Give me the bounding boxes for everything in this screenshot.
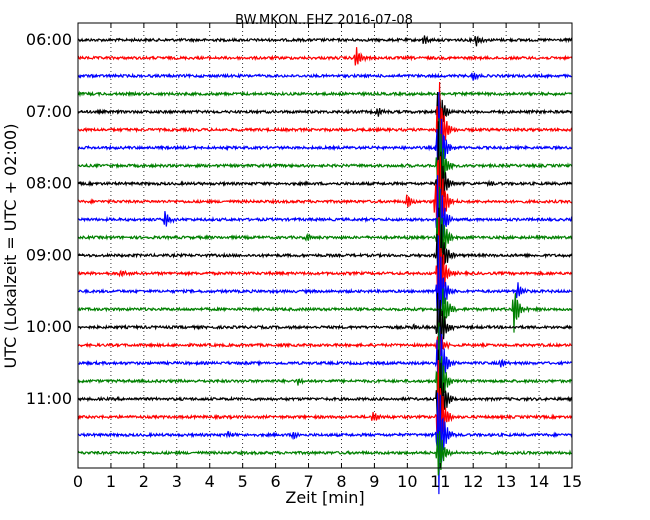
x-tick-label: 3 — [172, 472, 182, 491]
chart-title: BW.MKON..EHZ 2016-07-08 — [235, 13, 413, 28]
y-tick-label: 11:00 — [26, 389, 72, 408]
trace-line — [77, 288, 573, 333]
trace-line — [77, 156, 573, 258]
trace-line — [77, 35, 573, 47]
y-axis-label: UTC (Lokalzeit = UTC + 02:00) — [1, 124, 20, 369]
y-tick-label: 09:00 — [26, 245, 72, 264]
trace-line — [77, 72, 572, 81]
trace-line — [77, 322, 573, 426]
trace-line — [77, 121, 573, 233]
plot-frame — [77, 22, 573, 469]
x-tick-label: 1 — [106, 472, 116, 491]
trace-line — [77, 91, 573, 190]
x-tick-label: 8 — [336, 472, 346, 491]
x-tick-label: 15 — [562, 472, 582, 491]
x-tick-label: 14 — [529, 472, 549, 491]
x-tick-label: 12 — [463, 472, 483, 491]
x-tick-label: 6 — [271, 472, 281, 491]
trace-line — [77, 47, 573, 66]
y-tick-label: 08:00 — [26, 174, 72, 193]
y-axis: 06:00 07:00 08:00 09:00 10:00 11:00 — [26, 30, 572, 408]
trace-line — [77, 90, 573, 98]
trace-layer — [77, 35, 573, 495]
x-tick-label: 10 — [397, 472, 417, 491]
x-tick-label: 4 — [205, 472, 215, 491]
trace-line — [77, 392, 573, 495]
y-tick-label: 07:00 — [26, 102, 72, 121]
y-tick-label: 06:00 — [26, 30, 72, 49]
x-tick-label: 11 — [430, 472, 450, 491]
x-tick-label: 0 — [73, 472, 83, 491]
trace-line — [77, 431, 573, 476]
x-tick-label: 7 — [303, 472, 313, 491]
trace-line — [77, 118, 573, 208]
grid-layer — [110, 23, 540, 468]
trace-line — [77, 292, 573, 370]
trace-line — [77, 330, 573, 363]
trace-line — [77, 235, 573, 341]
trace-line — [77, 81, 573, 192]
x-tick-label: 2 — [139, 472, 149, 491]
x-tick-label: 5 — [238, 472, 248, 491]
x-tick-label: 13 — [496, 472, 516, 491]
trace-line — [78, 91, 573, 134]
x-tick-label: 9 — [369, 472, 379, 491]
trace-line — [77, 207, 572, 300]
trace-line — [77, 349, 573, 446]
trace-line — [77, 359, 573, 458]
trace-line — [77, 326, 573, 417]
trace-line — [77, 175, 573, 271]
x-axis-label: Zeit [min] — [285, 488, 364, 507]
x-axis: 0 1 2 3 4 5 6 7 8 9 10 11 12 13 14 15 — [73, 23, 582, 491]
y-tick-label: 10:00 — [26, 317, 72, 336]
trace-line — [77, 217, 573, 320]
trace-line — [77, 186, 573, 297]
